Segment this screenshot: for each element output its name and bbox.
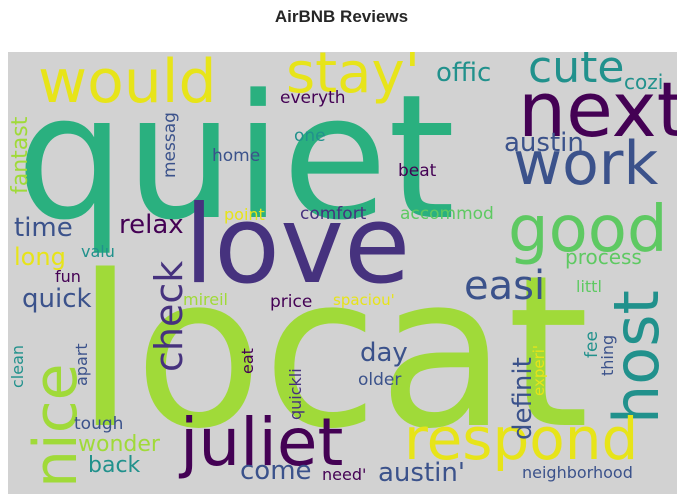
word-relax: relax	[119, 210, 184, 240]
word-check: check	[147, 260, 191, 372]
word-beat: beat	[398, 161, 437, 181]
word-apart: apart	[72, 343, 91, 386]
word-mireil: mireil	[183, 290, 228, 309]
word-good: good	[508, 193, 668, 267]
word-juliet: juliet	[180, 404, 344, 481]
word-messag: messag	[160, 112, 180, 178]
word-quickli: quickli	[286, 368, 305, 420]
word-locat: locat	[76, 230, 590, 475]
word-easi: easi	[464, 263, 546, 309]
word-austin-2: austin'	[378, 458, 466, 488]
word-eat: eat	[238, 348, 257, 374]
word-cozi: cozi	[624, 70, 664, 94]
word-respond: respond	[404, 405, 639, 473]
word-point: point	[224, 205, 265, 224]
word-comfort: comfort	[300, 204, 367, 224]
word-price: price	[270, 292, 313, 312]
word-everyth: everyth	[280, 88, 346, 108]
word-quiet: quiet	[16, 57, 456, 258]
word-back: back	[88, 453, 141, 478]
word-stay: stay'	[286, 52, 420, 106]
word-next: next	[518, 65, 677, 154]
word-come: come	[240, 456, 312, 486]
word-cute: cute	[528, 52, 625, 93]
word-experi: experi'	[530, 344, 548, 396]
word-long: long	[14, 243, 66, 271]
word-older: older	[358, 370, 402, 390]
word-thing: thing	[598, 334, 617, 376]
word-austin-1: austin	[504, 128, 584, 158]
word-would: would	[38, 52, 217, 117]
word-neighborhood: neighborhood	[522, 463, 633, 482]
word-time: time	[14, 213, 73, 243]
word-cloud: quiet locat love would stay' next work c…	[8, 52, 677, 494]
word-quick: quick	[22, 284, 92, 314]
word-fun: fun	[55, 267, 81, 286]
word-offic: offic	[436, 58, 492, 88]
word-spaciou: spaciou'	[333, 291, 395, 309]
word-wonder: wonder	[78, 432, 160, 457]
word-accommod: accommod	[400, 204, 494, 224]
word-valu: valu	[81, 242, 115, 261]
word-fantast: fantast	[8, 116, 33, 194]
chart-title: AirBNB Reviews	[274, 7, 409, 26]
word-work: work	[513, 129, 659, 199]
word-home: home	[212, 146, 261, 166]
word-one: one	[294, 126, 326, 146]
word-littl: littl	[576, 277, 602, 296]
word-clean: clean	[8, 344, 27, 388]
word-love: love	[184, 183, 411, 308]
word-process: process	[565, 245, 642, 269]
word-tough: tough	[74, 414, 124, 434]
word-day: day	[360, 338, 408, 368]
word-need: need'	[322, 465, 367, 484]
